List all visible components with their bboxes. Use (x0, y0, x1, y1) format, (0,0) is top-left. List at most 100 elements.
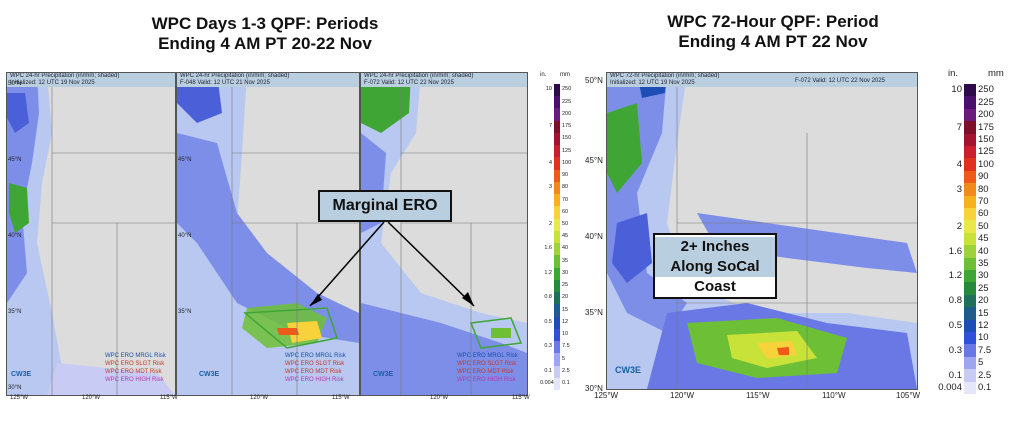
colorbar-swatch (964, 257, 976, 271)
colorbar-swatch (964, 170, 976, 184)
colorbar-mm-label: 100 (562, 159, 572, 166)
colorbar-swatch (964, 220, 976, 234)
lon-label: 115°W (746, 391, 770, 400)
colorbar-swatch (554, 328, 560, 342)
colorbar-swatch (554, 108, 560, 122)
colorbar-in-label: 2 (548, 221, 552, 227)
colorbar-swatch (554, 84, 560, 97)
colorbar-mm-label: 2.5 (978, 369, 992, 381)
colorbar-swatch (554, 145, 560, 158)
colorbar-swatch (964, 96, 976, 110)
colorbar-in-label: 0.3 (544, 343, 552, 350)
left-title: WPC Days 1-3 QPF: Periods Ending 4 AM PT… (120, 14, 410, 55)
colorbar-mm-label: 100 (978, 158, 994, 170)
colorbar-mm-label: 90 (978, 171, 989, 183)
lon-label: 120°W (250, 395, 269, 401)
colorbar-swatch (964, 84, 976, 97)
left-title-line2: Ending 4 AM PT 20-22 Nov (158, 34, 372, 54)
colorbar-mm-label: 50 (978, 220, 989, 232)
lon-label: 115°W (512, 395, 530, 401)
map-panel-72hr: WPC 72-hr Precipitation (in/mm; shaded) … (606, 72, 918, 390)
ero-legend-high: WPC ERO HIGH Risk (285, 377, 344, 383)
callout-socal-line3: Coast (694, 278, 736, 295)
lon-label: 120°W (430, 395, 449, 401)
map-panel-day1: WPC 24-hr Precipitation (in/mm; shaded) … (6, 72, 176, 396)
colorbar-swatch (554, 267, 560, 281)
lat-label: 50°N (585, 76, 603, 85)
colorbar-mm-label: 7.5 (978, 344, 992, 356)
colorbar-mm-label: 12 (562, 318, 569, 325)
colorbar-mm-label: 250 (978, 84, 994, 96)
map-day1-header: WPC 24-hr Precipitation (in/mm; shaded) … (7, 73, 175, 87)
map-day3-header: WPC 24-hr Precipitation (in/mm; shaded) … (361, 73, 527, 87)
right-title-line1: WPC 72-Hour QPF: Period (667, 12, 879, 31)
colorbar-swatch (964, 121, 976, 135)
colorbar-swatch (554, 157, 560, 171)
colorbar-mm-label: 0.1 (978, 382, 992, 394)
colorbar-swatch (554, 377, 560, 391)
left-title-line1: WPC Days 1-3 QPF: Periods (151, 14, 379, 33)
map-day3-graphic (361, 73, 527, 395)
colorbar-in-label: 0.8 (948, 295, 962, 307)
colorbar-mm-label: 25 (978, 282, 989, 294)
colorbar-mm-label: 60 (562, 208, 569, 215)
colorbar-swatch (964, 356, 976, 370)
colorbar-swatch (554, 279, 560, 293)
callout-socal-line1: 2+ Inches (655, 237, 775, 257)
colorbar-in-label: 2 (956, 220, 962, 232)
lat-label: 35°N (8, 309, 22, 315)
colorbar-in-header: in. (540, 72, 547, 78)
ero-legend-high: WPC ERO HIGH Risk (457, 377, 516, 383)
colorbar-in-label: 3 (548, 184, 552, 191)
colorbar-swatch (964, 282, 976, 296)
colorbar-swatch (964, 232, 976, 246)
colorbar-swatch (554, 304, 560, 318)
map-panel-day2: WPC 24-hr Precipitation (in/mm; shaded) … (176, 72, 360, 396)
colorbar-swatch (554, 181, 560, 195)
map-panel-day3: WPC 24-hr Precipitation (in/mm; shaded) … (360, 72, 528, 396)
colorbar-mm-label: 175 (562, 123, 572, 130)
lon-label: 120°W (82, 395, 101, 401)
colorbar-mm-label: 5 (562, 355, 566, 362)
lon-label: 125°W (594, 391, 619, 400)
colorbar-mm-label: 7.5 (562, 343, 570, 350)
colorbar-swatch (964, 146, 976, 159)
lat-label: 40°N (178, 233, 192, 239)
callout-marginal-ero-text: Marginal ERO (320, 192, 450, 220)
colorbar-in-label: 0.8 (544, 294, 552, 301)
ero-legend-high: WPC ERO HIGH Risk (105, 377, 164, 383)
colorbar-swatch (964, 319, 976, 333)
colorbar-mm-header: mm (560, 72, 570, 78)
colorbar-mm-label: 40 (562, 245, 569, 252)
colorbar-mm-label: 10 (978, 332, 989, 344)
colorbar-swatch (554, 292, 560, 305)
ero-legend-mdt: WPC ERO MDT Risk (457, 369, 514, 375)
colorbar-mm-label: 200 (978, 109, 994, 121)
callout-socal: 2+ Inches Along SoCal Coast (653, 233, 777, 299)
colorbar-mm-label: 250 (562, 86, 572, 93)
lat-label: 45°N (178, 157, 192, 163)
colorbar-mm-label: 30 (978, 270, 989, 282)
colorbar-mm-label: 45 (978, 233, 989, 245)
colorbar-mm-label: 150 (978, 134, 994, 146)
colorbar-swatch (964, 245, 976, 259)
colorbar-in-label: 3 (956, 183, 962, 195)
colorbar-mm-label: 12 (978, 320, 989, 332)
lat-label: 40°N (8, 233, 22, 239)
colorbar-mm-label: 25 (562, 282, 569, 289)
colorbar-mm-label: 0.1 (562, 380, 570, 387)
lat-label: 35°N (178, 309, 192, 315)
colorbar-mm-label: 50 (562, 221, 569, 227)
map-day1-header-title: WPC 24-hr Precipitation (in/mm; shaded) (10, 73, 120, 79)
ero-legend-mrgl: WPC ERO MRGL Risk (457, 353, 518, 359)
colorbar-mm-label: 35 (562, 257, 569, 264)
colorbar-in-label: 0.3 (948, 344, 962, 356)
map-72hr-valid: F-072 Valid: 12 UTC 22 Nov 2025 (795, 78, 885, 84)
ero-legend-mrgl: WPC ERO MRGL Risk (285, 353, 346, 359)
colorbar-mm-label: 225 (562, 98, 572, 105)
colorbar-mm-label: 125 (978, 146, 994, 158)
colorbar-mm-label: 125 (562, 147, 572, 154)
callout-socal-line2: Along SoCal (655, 257, 775, 277)
colorbar-in-label: 0.004 (540, 380, 554, 387)
colorbar-mm-label: 40 (978, 245, 989, 257)
